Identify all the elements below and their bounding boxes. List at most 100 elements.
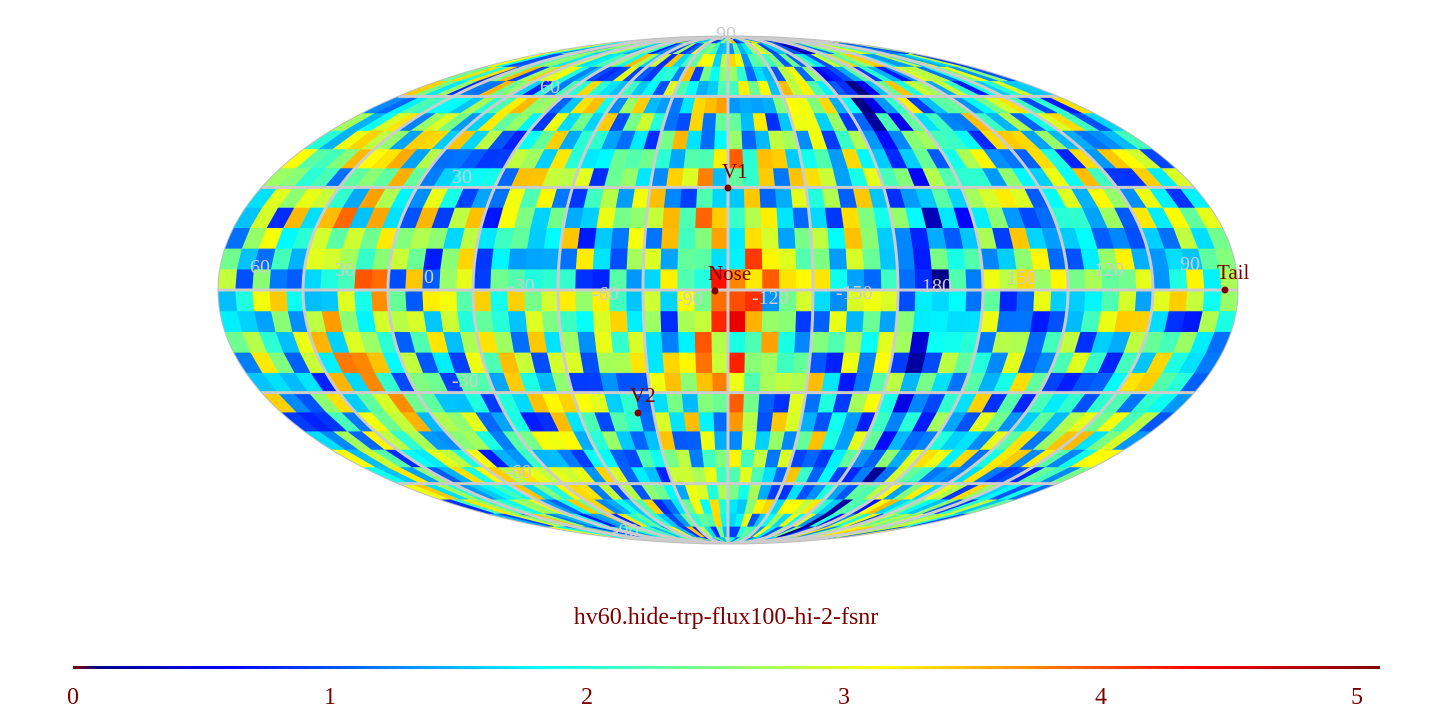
flux-pixel bbox=[659, 310, 679, 333]
flux-pixel bbox=[712, 392, 729, 413]
flux-pixel bbox=[576, 227, 597, 249]
flux-pixel bbox=[697, 148, 715, 169]
flux-pixel bbox=[738, 96, 753, 114]
flux-pixel bbox=[712, 411, 729, 432]
flux-pixel bbox=[743, 207, 762, 228]
flux-pixel bbox=[758, 187, 777, 208]
flux-pixel bbox=[660, 331, 679, 353]
flux-pixel bbox=[612, 351, 632, 373]
flux-pixel bbox=[642, 310, 662, 333]
flux-pixel bbox=[772, 167, 791, 188]
flux-pixel bbox=[861, 248, 881, 270]
flux-pixel bbox=[716, 80, 729, 97]
latitude-label: -30 bbox=[452, 370, 479, 392]
flux-pixel bbox=[557, 268, 576, 291]
longitude-line bbox=[386, 36, 729, 544]
flux-pixel bbox=[828, 248, 847, 270]
flux-pixel bbox=[661, 351, 681, 373]
flux-pixel bbox=[694, 331, 712, 353]
flux-pixel bbox=[490, 310, 511, 333]
flux-pixel bbox=[727, 227, 746, 249]
flux-pixel bbox=[777, 310, 797, 333]
flux-pixel bbox=[775, 351, 795, 373]
marker-label-nose: Nose bbox=[708, 261, 751, 285]
flux-pixel bbox=[727, 310, 746, 333]
flux-pixel bbox=[760, 331, 779, 353]
colorbar bbox=[73, 666, 1380, 669]
flux-pixel bbox=[353, 289, 373, 312]
flux-pixel bbox=[507, 248, 528, 270]
flux-pixel bbox=[701, 112, 717, 131]
flux-pixel bbox=[679, 187, 698, 208]
flux-pixel bbox=[1083, 289, 1103, 312]
flux-pixel bbox=[489, 268, 509, 291]
flux-pixel bbox=[897, 289, 916, 312]
flux-pixel bbox=[660, 227, 679, 249]
flux-pixel bbox=[696, 167, 714, 188]
flux-pixel bbox=[627, 331, 646, 353]
flux-pixel bbox=[727, 449, 742, 468]
marker-dot-tail bbox=[1221, 286, 1229, 294]
flux-pixel bbox=[761, 248, 780, 270]
flux-pixel bbox=[455, 268, 475, 291]
flux-pixel bbox=[593, 331, 613, 353]
latitude-label: 30 bbox=[452, 166, 472, 188]
flux-pixel bbox=[593, 227, 613, 249]
flux-pixel bbox=[770, 411, 788, 432]
marker-dot-v1 bbox=[724, 184, 732, 192]
flux-pixel bbox=[739, 449, 755, 468]
longitude-label: -30 bbox=[508, 275, 535, 297]
flux-pixel bbox=[912, 248, 932, 270]
flux-pixel bbox=[370, 289, 390, 312]
flux-pixel bbox=[794, 248, 814, 270]
longitude-label: -120 bbox=[752, 287, 789, 309]
flux-pixel bbox=[575, 248, 595, 270]
flux-pixel bbox=[1066, 289, 1086, 312]
flux-pixel bbox=[912, 310, 932, 333]
longitude-label: 150 bbox=[1007, 267, 1037, 289]
flux-pixel bbox=[981, 268, 1001, 291]
flux-pixel bbox=[694, 351, 713, 373]
longitude-line bbox=[641, 36, 729, 544]
flux-pixel bbox=[1202, 289, 1222, 312]
flux-pixel bbox=[1012, 248, 1034, 270]
longitude-label: 90 bbox=[1180, 253, 1200, 275]
flux-pixel bbox=[1100, 289, 1120, 312]
flux-pixel bbox=[811, 248, 831, 270]
flux-pixel bbox=[743, 351, 762, 373]
flux-pixel bbox=[610, 227, 630, 249]
flux-pixel bbox=[715, 466, 729, 484]
flux-pixel bbox=[810, 331, 829, 353]
flux-pixel bbox=[812, 268, 831, 291]
flux-pixel bbox=[677, 227, 696, 249]
flux-pixel bbox=[964, 289, 984, 312]
latitude-label: 60 bbox=[540, 76, 560, 98]
flux-pixel bbox=[714, 449, 729, 468]
flux-pixel bbox=[826, 331, 846, 353]
flux-pixel bbox=[793, 227, 813, 249]
flux-pixel bbox=[757, 167, 776, 188]
flux-pixel bbox=[642, 248, 662, 270]
longitude-label: -90 bbox=[676, 288, 703, 310]
longitude-line bbox=[727, 36, 1070, 544]
flux-pixel bbox=[757, 392, 776, 413]
flux-pixel bbox=[777, 331, 796, 353]
flux-pixel bbox=[1134, 268, 1154, 291]
flux-pixel bbox=[759, 207, 778, 228]
flux-pixel bbox=[743, 372, 761, 393]
flux-pixel bbox=[772, 392, 791, 413]
flux-pixel bbox=[964, 268, 984, 291]
latitude-label: 90 bbox=[716, 23, 736, 45]
flux-pixel bbox=[659, 248, 679, 270]
flux-pixel bbox=[897, 268, 916, 291]
flux-pixel bbox=[793, 331, 813, 353]
flux-pixel bbox=[824, 351, 844, 373]
flux-pixel bbox=[489, 289, 509, 312]
flux-pixel bbox=[754, 430, 771, 450]
flux-pixel bbox=[760, 227, 779, 249]
flux-pixel bbox=[1029, 248, 1051, 270]
flux-pixel bbox=[659, 289, 678, 312]
flux-pixel bbox=[439, 248, 461, 270]
flux-pixel bbox=[713, 430, 729, 450]
flux-pixel bbox=[727, 80, 740, 97]
